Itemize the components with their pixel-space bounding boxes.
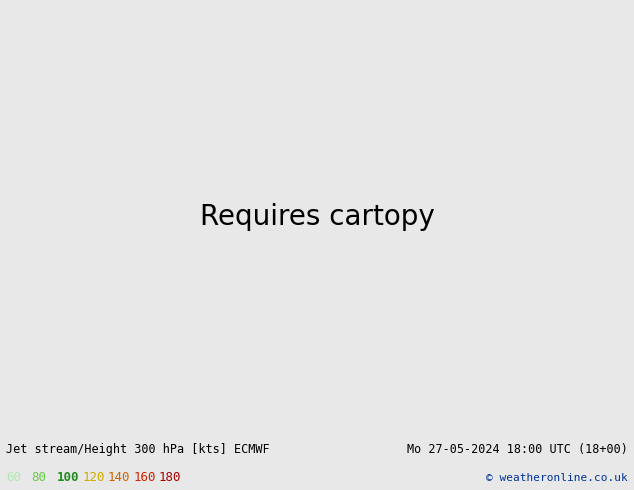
Text: 60: 60	[6, 471, 22, 484]
Text: © weatheronline.co.uk: © weatheronline.co.uk	[486, 472, 628, 483]
Text: 80: 80	[32, 471, 47, 484]
Text: 100: 100	[57, 471, 79, 484]
Text: 160: 160	[133, 471, 155, 484]
Text: 180: 180	[158, 471, 181, 484]
Text: Requires cartopy: Requires cartopy	[200, 203, 434, 231]
Text: 120: 120	[82, 471, 105, 484]
Text: Jet stream/Height 300 hPa [kts] ECMWF: Jet stream/Height 300 hPa [kts] ECMWF	[6, 443, 270, 456]
Text: Mo 27-05-2024 18:00 UTC (18+00): Mo 27-05-2024 18:00 UTC (18+00)	[407, 443, 628, 456]
Text: 140: 140	[108, 471, 130, 484]
